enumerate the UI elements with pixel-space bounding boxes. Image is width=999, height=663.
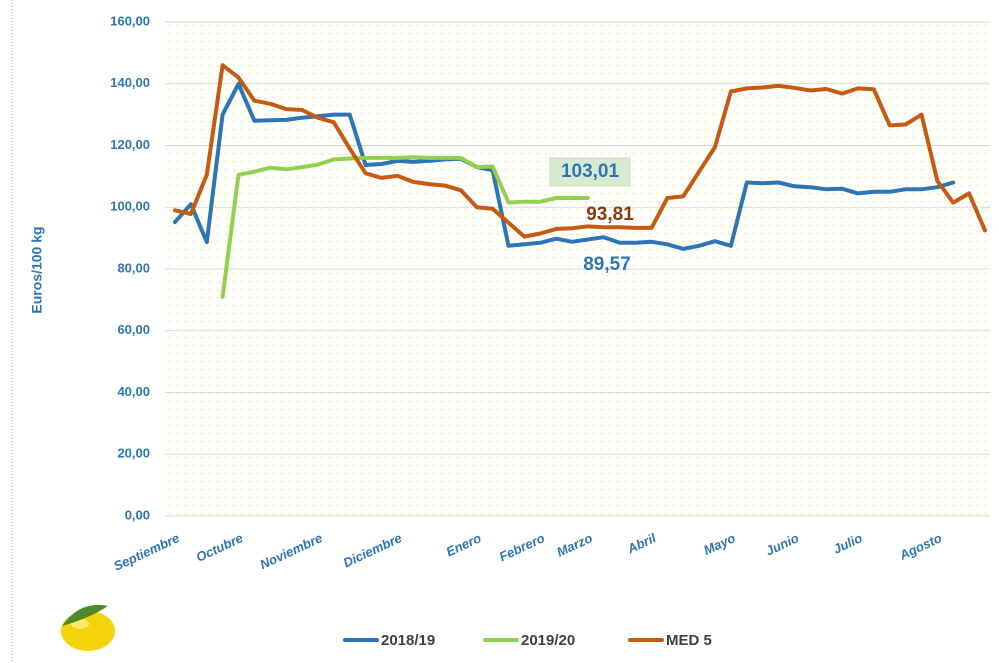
legend-label: MED 5 <box>666 632 712 649</box>
annotation-box <box>549 157 631 187</box>
series-line <box>173 63 987 239</box>
x-tick-label: Julio <box>831 530 865 556</box>
x-tick-label: Febrero <box>497 530 547 564</box>
legend-label: 2018/19 <box>381 632 435 649</box>
x-tick-label: Octubre <box>194 530 246 565</box>
y-tick-label: 100,00 <box>110 199 150 214</box>
y-axis-label: Euros/100 kg <box>29 226 45 313</box>
x-tick-label: Marzo <box>554 530 594 559</box>
y-tick-label: 20,00 <box>117 446 150 461</box>
annotation: 93,81 <box>586 204 634 225</box>
x-tick-label: Junio <box>763 530 801 558</box>
x-tick-label: Noviembre <box>257 530 324 572</box>
x-tick-label: Septiembre <box>111 530 182 574</box>
y-tick-label: 120,00 <box>110 137 150 152</box>
y-tick-label: 80,00 <box>117 260 150 275</box>
y-tick-label: 160,00 <box>110 13 150 28</box>
lemon-icon <box>61 604 115 651</box>
series-line <box>173 81 956 251</box>
y-tick-label: 140,00 <box>110 75 150 90</box>
x-tick-label: Abril <box>624 530 658 557</box>
x-tick-label: Enero <box>444 530 484 559</box>
x-tick-label: Mayo <box>701 530 738 558</box>
y-tick-label: 60,00 <box>117 322 150 337</box>
series-line <box>220 155 590 299</box>
annotation: 103,01 <box>561 161 620 182</box>
y-tick-label: 40,00 <box>117 384 150 399</box>
y-tick-label: 0,00 <box>125 507 150 522</box>
x-tick-label: Agosto <box>896 530 944 563</box>
annotation: 89,57 <box>583 254 631 275</box>
legend-label: 2019/20 <box>521 632 575 649</box>
x-tick-label: Diciembre <box>341 530 404 570</box>
